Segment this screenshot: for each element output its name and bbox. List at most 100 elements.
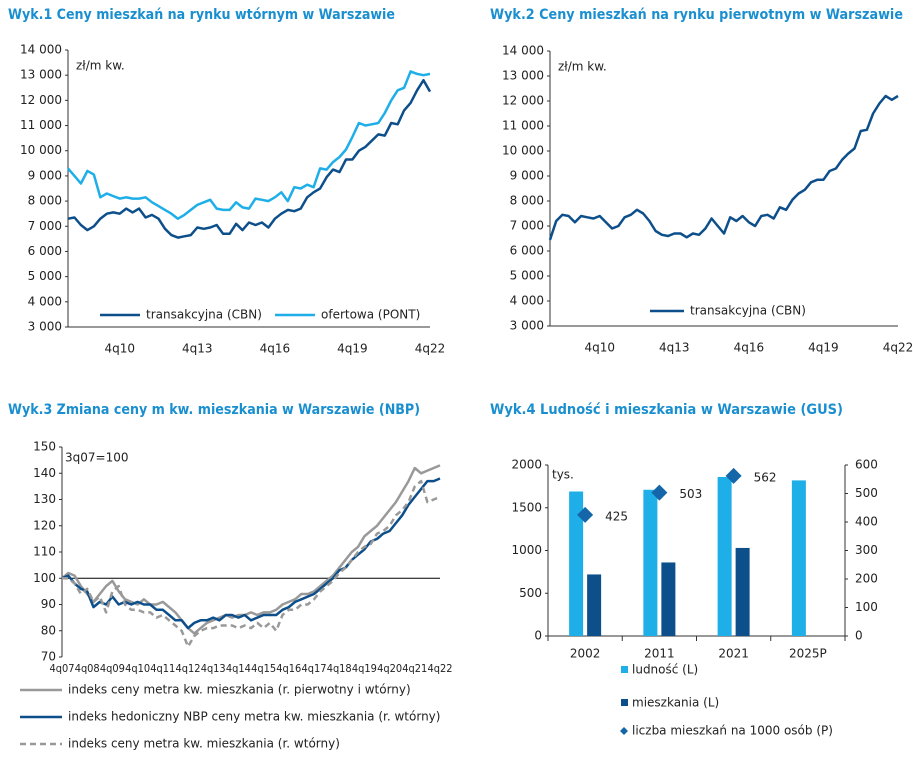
x-tick-label: 4q10 — [584, 341, 615, 355]
y-tick-label: 4 000 — [510, 294, 544, 308]
x-tick-label: 4q19 — [337, 342, 368, 356]
y-tick-label: 4 000 — [28, 294, 62, 308]
bar — [661, 562, 676, 636]
bar — [569, 491, 584, 636]
y-tick-label: 13 000 — [502, 69, 544, 83]
axis-unit-label: zł/m kw. — [76, 59, 125, 73]
y-tick-label: 1500 — [511, 500, 542, 514]
y-tick-label: 110 — [33, 545, 56, 559]
axis-unit-label: 3q07=100 — [65, 451, 128, 465]
y-tick-label: 120 — [33, 518, 56, 532]
x-tick-label: 4q10 — [104, 342, 135, 356]
legend-label: indeks ceny metra kw. mieszkania (r. wtó… — [68, 737, 340, 751]
x-tick-label: 2021 — [718, 647, 749, 661]
bar — [735, 547, 750, 636]
y-tick-label: 130 — [33, 492, 56, 506]
x-tick-label: 4q19 — [352, 662, 377, 675]
y2-tick-label: 100 — [855, 600, 878, 614]
chart-title: Wyk.1 Ceny mieszkań na rynku wtórnym w W… — [8, 7, 395, 23]
data-line — [61, 477, 441, 630]
y-tick-label: 6 000 — [510, 244, 544, 258]
legend-label: indeks hedoniczny NBP ceny metra kw. mie… — [68, 710, 440, 724]
legend-label: ludność (L) — [632, 663, 698, 677]
x-tick-label: 2011 — [644, 647, 675, 661]
y-tick-label: 8 000 — [28, 194, 62, 208]
y-tick-label: 10 000 — [20, 143, 62, 157]
data-label: 425 — [605, 509, 628, 523]
x-tick-label: 4q21 — [402, 662, 427, 675]
legend-label: liczba mieszkań na 1000 osób (P) — [632, 724, 833, 738]
axis-unit-label: zł/m kw. — [558, 60, 607, 74]
x-tick-label: 4q19 — [808, 341, 839, 355]
y-tick-label: 2000 — [511, 458, 542, 472]
y-tick-label: 90 — [41, 597, 56, 611]
y-tick-label: 140 — [33, 466, 56, 480]
x-tick-label: 2025P — [789, 647, 827, 661]
x-tick-label: 4q11 — [150, 662, 175, 675]
bar — [643, 489, 658, 636]
legend-swatch — [621, 666, 628, 673]
y2-tick-label: 300 — [855, 543, 878, 557]
y2-tick-label: 0 — [855, 629, 863, 643]
x-tick-label: 4q08 — [75, 662, 100, 675]
y-tick-label: 5 000 — [28, 269, 62, 283]
y2-tick-label: 500 — [855, 486, 878, 500]
legend-swatch — [620, 727, 628, 735]
axis-unit-label: tys. — [552, 468, 574, 482]
point-marker — [725, 467, 742, 484]
x-tick-label: 4q16 — [260, 342, 291, 356]
bar — [717, 476, 732, 636]
y-tick-label: 7 000 — [28, 219, 62, 233]
bar — [791, 480, 806, 636]
x-tick-label: 4q07 — [50, 662, 75, 675]
x-tick-label: 4q16 — [734, 341, 765, 355]
x-tick-label: 4q13 — [201, 662, 226, 675]
x-tick-label: 4q14 — [226, 662, 251, 675]
y2-tick-label: 600 — [855, 458, 878, 472]
x-tick-label: 4q16 — [276, 662, 301, 675]
y2-tick-label: 400 — [855, 515, 878, 529]
y-tick-label: 3 000 — [28, 320, 62, 334]
data-line — [67, 70, 431, 220]
chart-title: Wyk.4 Ludność i mieszkania w Warszawie (… — [490, 402, 843, 418]
y-tick-label: 70 — [41, 650, 56, 664]
x-tick-label: 4q22 — [883, 341, 913, 355]
legend-label: transakcyjna (CBN) — [690, 304, 806, 318]
y-tick-label: 9 000 — [28, 168, 62, 182]
data-line — [67, 78, 432, 239]
legend-swatch — [621, 699, 628, 706]
x-tick-label: 2002 — [570, 647, 601, 661]
y-tick-label: 12 000 — [502, 94, 544, 108]
x-tick-label: 4q12 — [176, 662, 201, 675]
y-tick-label: 10 000 — [502, 144, 544, 158]
y-tick-label: 3 000 — [510, 319, 544, 333]
data-line — [61, 464, 441, 635]
bar — [587, 574, 602, 636]
y-tick-label: 100 — [33, 571, 56, 585]
x-tick-label: 4q10 — [125, 662, 150, 675]
x-tick-label: 4q22 — [415, 342, 446, 356]
x-tick-label: 4q18 — [327, 662, 352, 675]
y-tick-label: 14 000 — [20, 43, 62, 57]
x-tick-label: 4q13 — [182, 342, 213, 356]
y-tick-label: 13 000 — [20, 68, 62, 82]
x-tick-label: 4q20 — [377, 662, 402, 675]
y-tick-label: 6 000 — [28, 244, 62, 258]
y-tick-label: 11 000 — [502, 119, 544, 133]
data-line — [62, 479, 441, 648]
y-tick-label: 80 — [41, 623, 56, 637]
y-tick-label: 9 000 — [510, 169, 544, 183]
data-label: 503 — [679, 487, 702, 501]
legend-label: mieszkania (L) — [632, 696, 719, 710]
y-tick-label: 5 000 — [510, 269, 544, 283]
data-line — [548, 94, 899, 241]
legend-label: indeks ceny metra kw. mieszkania (r. pie… — [68, 683, 411, 697]
y-tick-label: 8 000 — [510, 194, 544, 208]
y-tick-label: 500 — [519, 586, 542, 600]
y-tick-label: 1000 — [511, 543, 542, 557]
data-label: 562 — [754, 470, 777, 484]
y-tick-label: 150 — [33, 440, 56, 454]
x-tick-label: 4q09 — [100, 662, 125, 675]
y-tick-label: 14 000 — [502, 44, 544, 58]
chart-title: Wyk.3 Zmiana ceny m kw. mieszkania w War… — [8, 402, 420, 418]
